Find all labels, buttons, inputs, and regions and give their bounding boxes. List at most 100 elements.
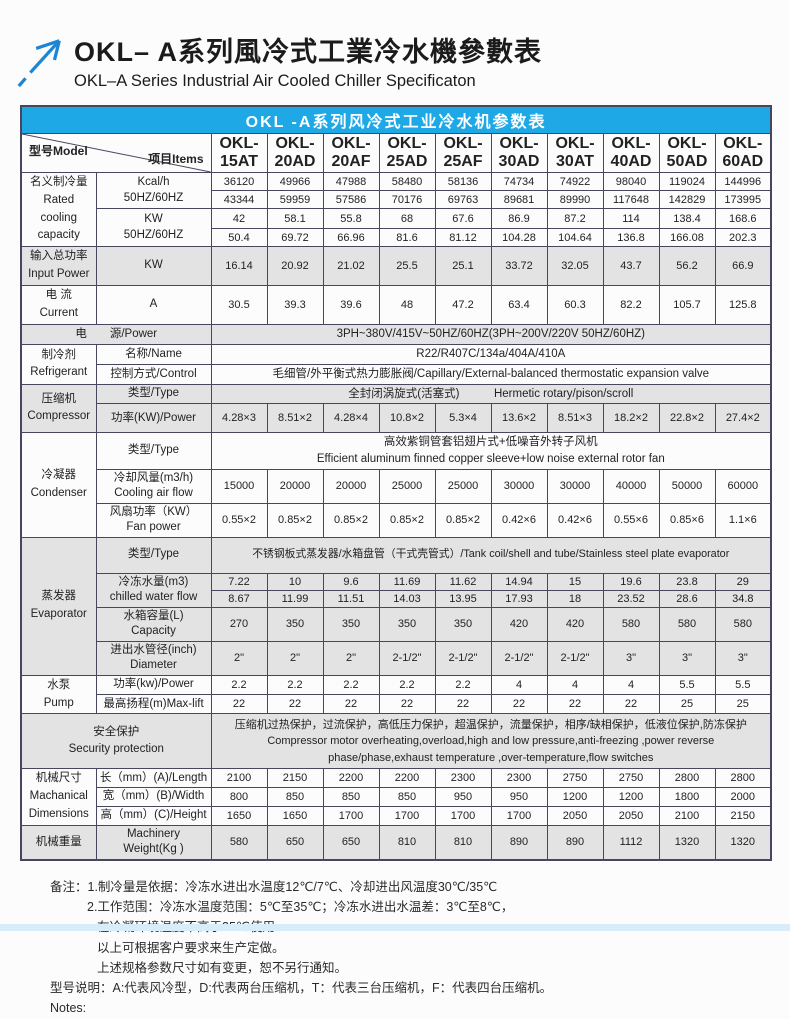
item-label: KW (95, 246, 212, 286)
spec-value-cell: 1800 (658, 787, 716, 808)
spec-value-cell: 890 (490, 824, 548, 861)
spec-value-cell: 1.1×6 (714, 502, 772, 538)
spec-value-cell: 2300 (490, 768, 548, 789)
spec-value-cell: 19.6 (602, 572, 660, 591)
corner-label-model: 型号Model (29, 144, 88, 158)
span-value-cell: R22/R407C/134a/404A/410A (210, 344, 772, 365)
spec-value-cell: 2050 (546, 806, 604, 826)
spec-value-cell: 125.8 (714, 284, 772, 325)
item-label: 控制方式/Control (95, 363, 212, 385)
model-header: OKL- 15AT (210, 133, 268, 173)
spec-value-cell: 2800 (714, 768, 772, 789)
spec-value-cell: 50.4 (210, 228, 268, 248)
spec-value-cell: 5.3×4 (434, 403, 492, 434)
table-banner-row: OKL -A系列风冷式工业冷水机参数表 (20, 105, 772, 134)
spec-value-cell: 50000 (658, 468, 716, 504)
spec-value-cell: 5.5 (714, 674, 772, 696)
table-row: 蒸发器 Evaporator 类型/Type 不锈钢板式蒸发器/水箱盘管（干式壳管式… (20, 536, 772, 676)
spec-value-cell: 60.3 (546, 284, 604, 325)
spec-value-cell: 25 (658, 694, 716, 715)
spec-value-cell: 2" (322, 640, 380, 676)
item-label: A (95, 284, 212, 325)
spec-value-cell: 23.8 (658, 572, 716, 591)
spec-value-cell: 20.92 (266, 246, 324, 286)
spec-value-cell: 22 (210, 694, 268, 715)
spec-value-cell: 2.2 (434, 674, 492, 696)
model-header: OKL- 25AF (434, 133, 492, 173)
spec-value-cell: 810 (378, 824, 436, 861)
spec-value-cell: 3" (714, 640, 772, 676)
spec-value-cell: 36120 (210, 172, 268, 191)
item-label: 类型/Type (95, 536, 212, 574)
spec-value-cell: 2-1/2" (490, 640, 548, 676)
table-banner-title: OKL -A系列风冷式工业冷水机参数表 (20, 105, 772, 134)
spec-value-cell: 119024 (658, 172, 716, 191)
spec-value-cell: 74734 (490, 172, 548, 191)
model-header: OKL- 40AD (602, 133, 660, 173)
spec-value-cell: 20000 (266, 468, 324, 504)
spec-value-cell: 890 (546, 824, 604, 861)
spec-value-cell: 30.5 (210, 284, 268, 325)
spec-value-cell: 98040 (602, 172, 660, 191)
spec-value-cell: 810 (434, 824, 492, 861)
spec-value-cell: 650 (266, 824, 324, 861)
section-label: 蒸发器 Evaporator (20, 536, 97, 676)
spec-value-cell: 43344 (210, 190, 268, 209)
span-value-cell: 毛细管/外平衡式热力膨胀阀/Capillary/External-balance… (210, 363, 772, 385)
table-row: KW 50HZ/60HZ 42 58.1 55.8 68 67.6 86.9 87.2 114 1… (21, 207, 772, 248)
section-label: 机械尺寸 Machanical Dimensions (20, 768, 97, 826)
section-label: 机械重量 (20, 824, 97, 861)
spec-value-cell: 8.51×2 (266, 403, 324, 434)
spec-value-cell: 0.85×6 (658, 502, 716, 538)
table-row: 冷凝器 Condenser 类型/Type 高效紫铜管套铝翅片式+低噪音外转子风机 … (20, 432, 772, 538)
spec-value-cell: 105.7 (658, 284, 716, 325)
spec-value-cell: 1320 (714, 824, 772, 861)
spec-value-cell: 22 (378, 694, 436, 715)
spec-value-cell: 43.7 (602, 246, 660, 286)
spec-value-cell: 173995 (714, 190, 772, 209)
item-label: 最高扬程(m)Max-lift (95, 694, 212, 715)
spec-value-cell: 138.4 (658, 207, 716, 230)
spec-value-cell: 0.85×2 (322, 502, 380, 538)
spec-value-cell: 18 (546, 589, 604, 608)
model-header: OKL- 20AD (266, 133, 324, 173)
spec-value-cell: 47988 (322, 172, 380, 191)
spec-value-cell: 68 (378, 207, 436, 230)
spec-value-cell: 48 (378, 284, 436, 325)
spec-value-cell: 950 (490, 787, 548, 808)
spec-value-cell: 29 (714, 572, 772, 591)
spec-value-cell: 2100 (658, 806, 716, 826)
span-value-cell: 3PH~380V/415V~50HZ/60HZ(3PH~200V/220V 50… (210, 323, 772, 346)
spec-value-cell: 950 (434, 787, 492, 808)
model-header: OKL- 30AT (546, 133, 604, 173)
item-label: 水箱容量(L) Capacity (95, 606, 212, 642)
table-row: 冷冻水量(m3) chilled water flow 7.22 10 9.6 11.6… (21, 572, 772, 608)
spec-value-cell: 8.51×3 (546, 403, 604, 434)
spec-value-cell: 1700 (490, 806, 548, 826)
spec-value-cell: 2-1/2" (378, 640, 436, 676)
page-header: OKL– A系列風冷式工業冷水機參數表 OKL–A Series Industr… (0, 0, 790, 91)
item-label: 进出水管径(inch) Diameter (95, 640, 212, 676)
section-label: 冷凝器 Condenser (20, 432, 97, 538)
model-header: OKL- 50AD (658, 133, 716, 173)
spec-value-cell: 40000 (602, 468, 660, 504)
table-row: 50.4 69.72 66.96 81.6 81.12 104.28 104.64 136.8… (21, 228, 772, 248)
section-label: 水泵 Pump (20, 674, 97, 715)
spec-value-cell: 49966 (266, 172, 324, 191)
spec-table: OKL -A系列风冷式工业冷水机参数表 型号Model 项目Items OKL-… (20, 105, 773, 861)
item-label: 宽（mm）(B)/Width (95, 787, 212, 808)
bottom-strip (0, 924, 790, 931)
spec-value-cell: 2750 (546, 768, 604, 789)
spec-value-cell: 9.6 (322, 572, 380, 591)
model-header: OKL- 20AF (322, 133, 380, 173)
spec-value-cell: 1200 (546, 787, 604, 808)
table-row: 宽（mm）(B)/Width 800 850 850 850 950 950 1200 1200… (21, 787, 772, 808)
item-label: KW 50HZ/60HZ (95, 207, 212, 248)
spec-value-cell: 104.28 (490, 228, 548, 248)
spec-value-cell: 81.12 (434, 228, 492, 248)
spec-value-cell: 3" (658, 640, 716, 676)
spec-value-cell: 117648 (602, 190, 660, 209)
spec-value-cell: 30000 (490, 468, 548, 504)
section-label: 电 流 Current (20, 284, 97, 325)
spec-value-cell: 55.8 (322, 207, 380, 230)
